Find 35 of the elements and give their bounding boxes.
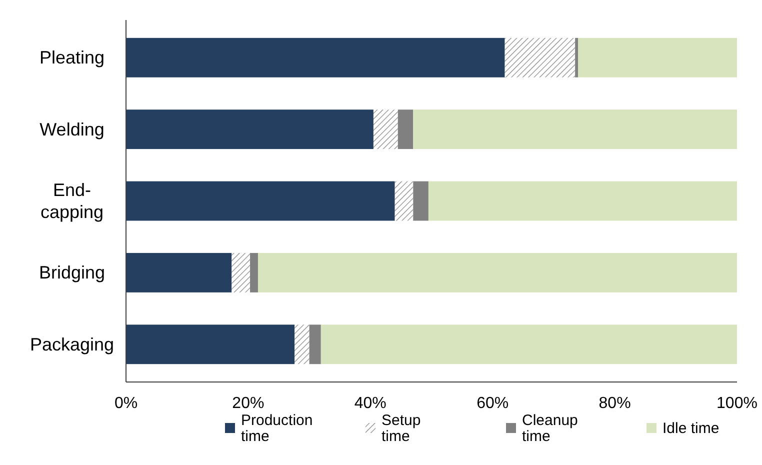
bar [126,324,295,364]
bar [413,181,428,221]
bar [398,110,414,150]
y-tick-label: Welding [40,119,104,140]
y-tick-label: Bridging [38,262,106,283]
bar [578,38,737,78]
bar [575,38,578,78]
bar [394,181,414,221]
legend-label: Production time [241,412,313,445]
legend-label: Idle time [662,420,720,437]
x-tick-label: 20% [232,395,264,412]
bar [320,324,737,364]
bar [294,324,310,364]
bar [373,110,398,150]
bar [428,181,737,221]
bar [232,252,250,292]
bar [504,38,576,78]
bar [126,252,232,292]
legend-label: Setup time [382,412,421,445]
y-tick-label: Pleating [39,48,105,68]
x-tick-label: 40% [354,395,386,412]
bar [126,38,505,78]
bar [250,252,258,292]
bar [126,110,374,150]
legend-label: Cleanup time [522,412,578,445]
bar [413,110,737,150]
bar [126,181,395,221]
x-tick-label: 0% [114,395,138,412]
x-tick-label: 60% [476,395,509,412]
x-tick-label: 80% [598,395,631,412]
bar [309,324,321,364]
y-tick-label: Packaging [30,334,114,354]
bar [258,252,737,292]
x-tick-label: 100% [716,395,758,412]
y-tick-label: End-capping [40,180,104,222]
